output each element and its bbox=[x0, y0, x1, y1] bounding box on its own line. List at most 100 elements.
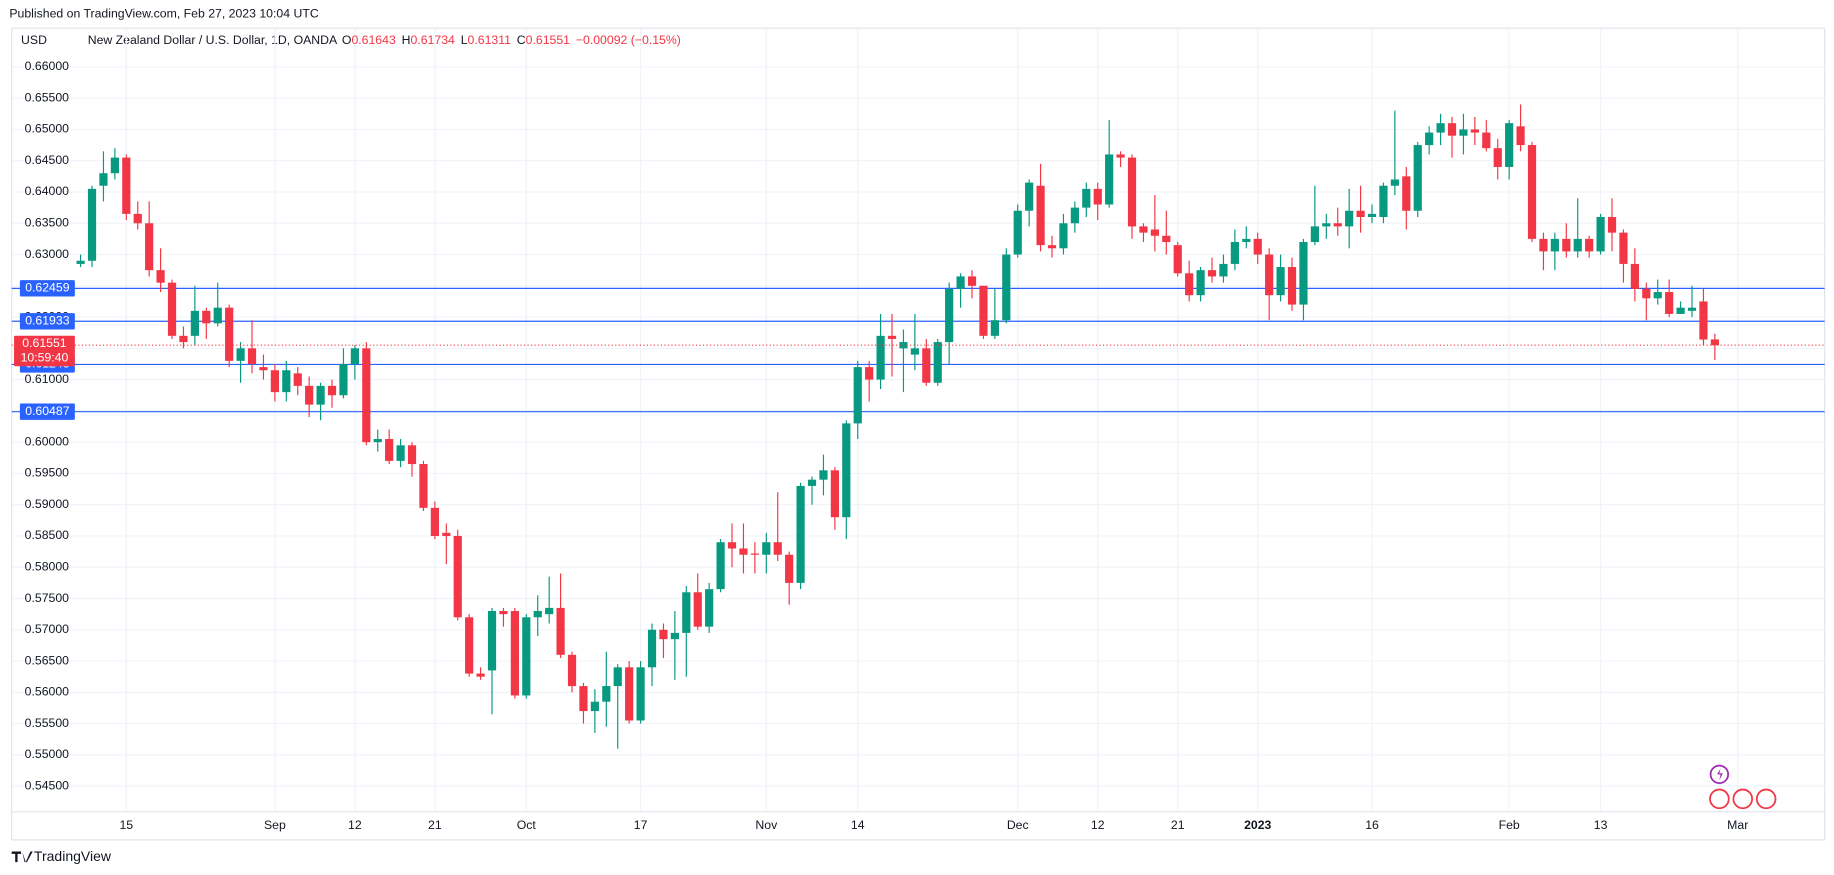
x-tick-label: Oct bbox=[517, 818, 537, 832]
candle-body bbox=[807, 479, 817, 486]
candle-body bbox=[1173, 245, 1182, 274]
candle-body bbox=[682, 592, 691, 633]
currency: USD bbox=[21, 33, 47, 47]
candle-body bbox=[1596, 217, 1605, 252]
candle-body bbox=[1230, 242, 1239, 264]
candle-body bbox=[1310, 226, 1319, 243]
candle-body bbox=[876, 335, 885, 380]
candle-body bbox=[1550, 238, 1559, 252]
x-tick-label: 21 bbox=[428, 818, 442, 832]
candle-body bbox=[1630, 263, 1639, 289]
level-label: 0.61933 bbox=[25, 314, 70, 328]
quote-key: L bbox=[461, 33, 468, 47]
quote-key: O bbox=[342, 33, 352, 47]
price-countdown: 10:59:40 bbox=[21, 350, 69, 364]
candle-body bbox=[225, 307, 234, 361]
candle-body bbox=[1002, 254, 1011, 321]
candle-body bbox=[1390, 179, 1399, 186]
candle-body bbox=[1516, 126, 1525, 146]
candle-body bbox=[1013, 210, 1022, 255]
candle-body bbox=[465, 617, 474, 674]
candle-body bbox=[1356, 210, 1365, 218]
y-tick-label: 0.63000 bbox=[25, 247, 70, 261]
quote-key: H bbox=[402, 33, 411, 47]
x-tick-label: Sep bbox=[264, 818, 286, 832]
x-tick-label: 21 bbox=[1171, 818, 1185, 832]
candle-body bbox=[636, 667, 645, 721]
candle-body bbox=[1116, 154, 1125, 158]
candle-body bbox=[487, 611, 497, 671]
x-tick-label: Dec bbox=[1007, 818, 1029, 832]
candle-body bbox=[945, 288, 954, 343]
candle-body bbox=[293, 373, 302, 386]
candle-body bbox=[259, 367, 268, 371]
candle-body bbox=[545, 607, 554, 615]
candle-body bbox=[282, 370, 291, 393]
candle-body bbox=[1447, 123, 1457, 136]
candle-body bbox=[739, 548, 748, 555]
candle-body bbox=[1505, 123, 1514, 167]
candle-body bbox=[625, 667, 634, 721]
y-tick-label: 0.64000 bbox=[25, 184, 70, 198]
candle-body bbox=[1185, 273, 1194, 296]
candle-body bbox=[1105, 154, 1114, 205]
candle-body bbox=[202, 310, 211, 324]
event-icon[interactable] bbox=[1755, 788, 1777, 810]
candle-body bbox=[1687, 307, 1697, 311]
candle-body bbox=[1207, 270, 1217, 277]
candle-body bbox=[1470, 129, 1479, 133]
x-tick-label: 12 bbox=[1091, 818, 1105, 832]
quote-value: 0.61551 bbox=[526, 33, 571, 47]
candle-body bbox=[87, 188, 97, 261]
candle-body bbox=[956, 276, 965, 289]
candle-body bbox=[510, 611, 519, 696]
candle-body bbox=[1299, 242, 1308, 305]
candle-body bbox=[1219, 263, 1228, 277]
candle-body bbox=[1562, 238, 1571, 252]
candle-body bbox=[373, 439, 382, 443]
candle-body bbox=[750, 553, 759, 555]
candle-body bbox=[670, 632, 679, 640]
candle-body bbox=[1242, 238, 1251, 243]
event-icon[interactable] bbox=[1709, 788, 1730, 810]
quote-value: 0.61734 bbox=[411, 33, 456, 47]
candle-body bbox=[499, 611, 508, 615]
candle-body bbox=[1482, 132, 1491, 149]
candle-body bbox=[1585, 238, 1594, 252]
candle-body bbox=[853, 367, 862, 424]
candle-body bbox=[842, 423, 851, 518]
candle-body bbox=[990, 320, 999, 336]
level-label: 0.60487 bbox=[25, 404, 70, 418]
candle-body bbox=[979, 285, 988, 336]
level-label-box bbox=[19, 280, 75, 297]
candle-body bbox=[362, 348, 371, 443]
candle-body bbox=[613, 667, 622, 687]
candle-body bbox=[1493, 148, 1502, 167]
logo bbox=[11, 851, 33, 863]
symbol-title: New Zealand Dollar / U.S. Dollar, 1D, OA… bbox=[88, 33, 338, 47]
quote-value: 0.61643 bbox=[351, 33, 396, 47]
candle-body bbox=[190, 310, 199, 336]
candle-body bbox=[1059, 223, 1068, 249]
candle-body bbox=[1276, 267, 1285, 296]
quote-key: C bbox=[517, 33, 526, 47]
candle-body bbox=[476, 673, 485, 677]
quote-value: 0.61311 bbox=[468, 33, 512, 47]
event-icon-bolt bbox=[1717, 768, 1723, 781]
candle-body bbox=[556, 607, 565, 655]
candle-body bbox=[819, 470, 828, 480]
y-tick-label: 0.57000 bbox=[25, 622, 70, 636]
price-label: 0.61551 bbox=[22, 336, 67, 350]
candle-body bbox=[1436, 123, 1445, 133]
y-tick-label: 0.66000 bbox=[25, 59, 70, 73]
candle-body bbox=[156, 270, 165, 283]
level-label-box bbox=[19, 403, 75, 420]
candle-body bbox=[1607, 217, 1617, 233]
footer-brand: TradingView bbox=[34, 848, 112, 864]
candle-body bbox=[1710, 339, 1719, 346]
candle-body bbox=[1082, 188, 1091, 208]
candle-body bbox=[442, 532, 451, 536]
event-icon[interactable] bbox=[1732, 788, 1754, 810]
x-tick-label: 15 bbox=[119, 818, 133, 832]
